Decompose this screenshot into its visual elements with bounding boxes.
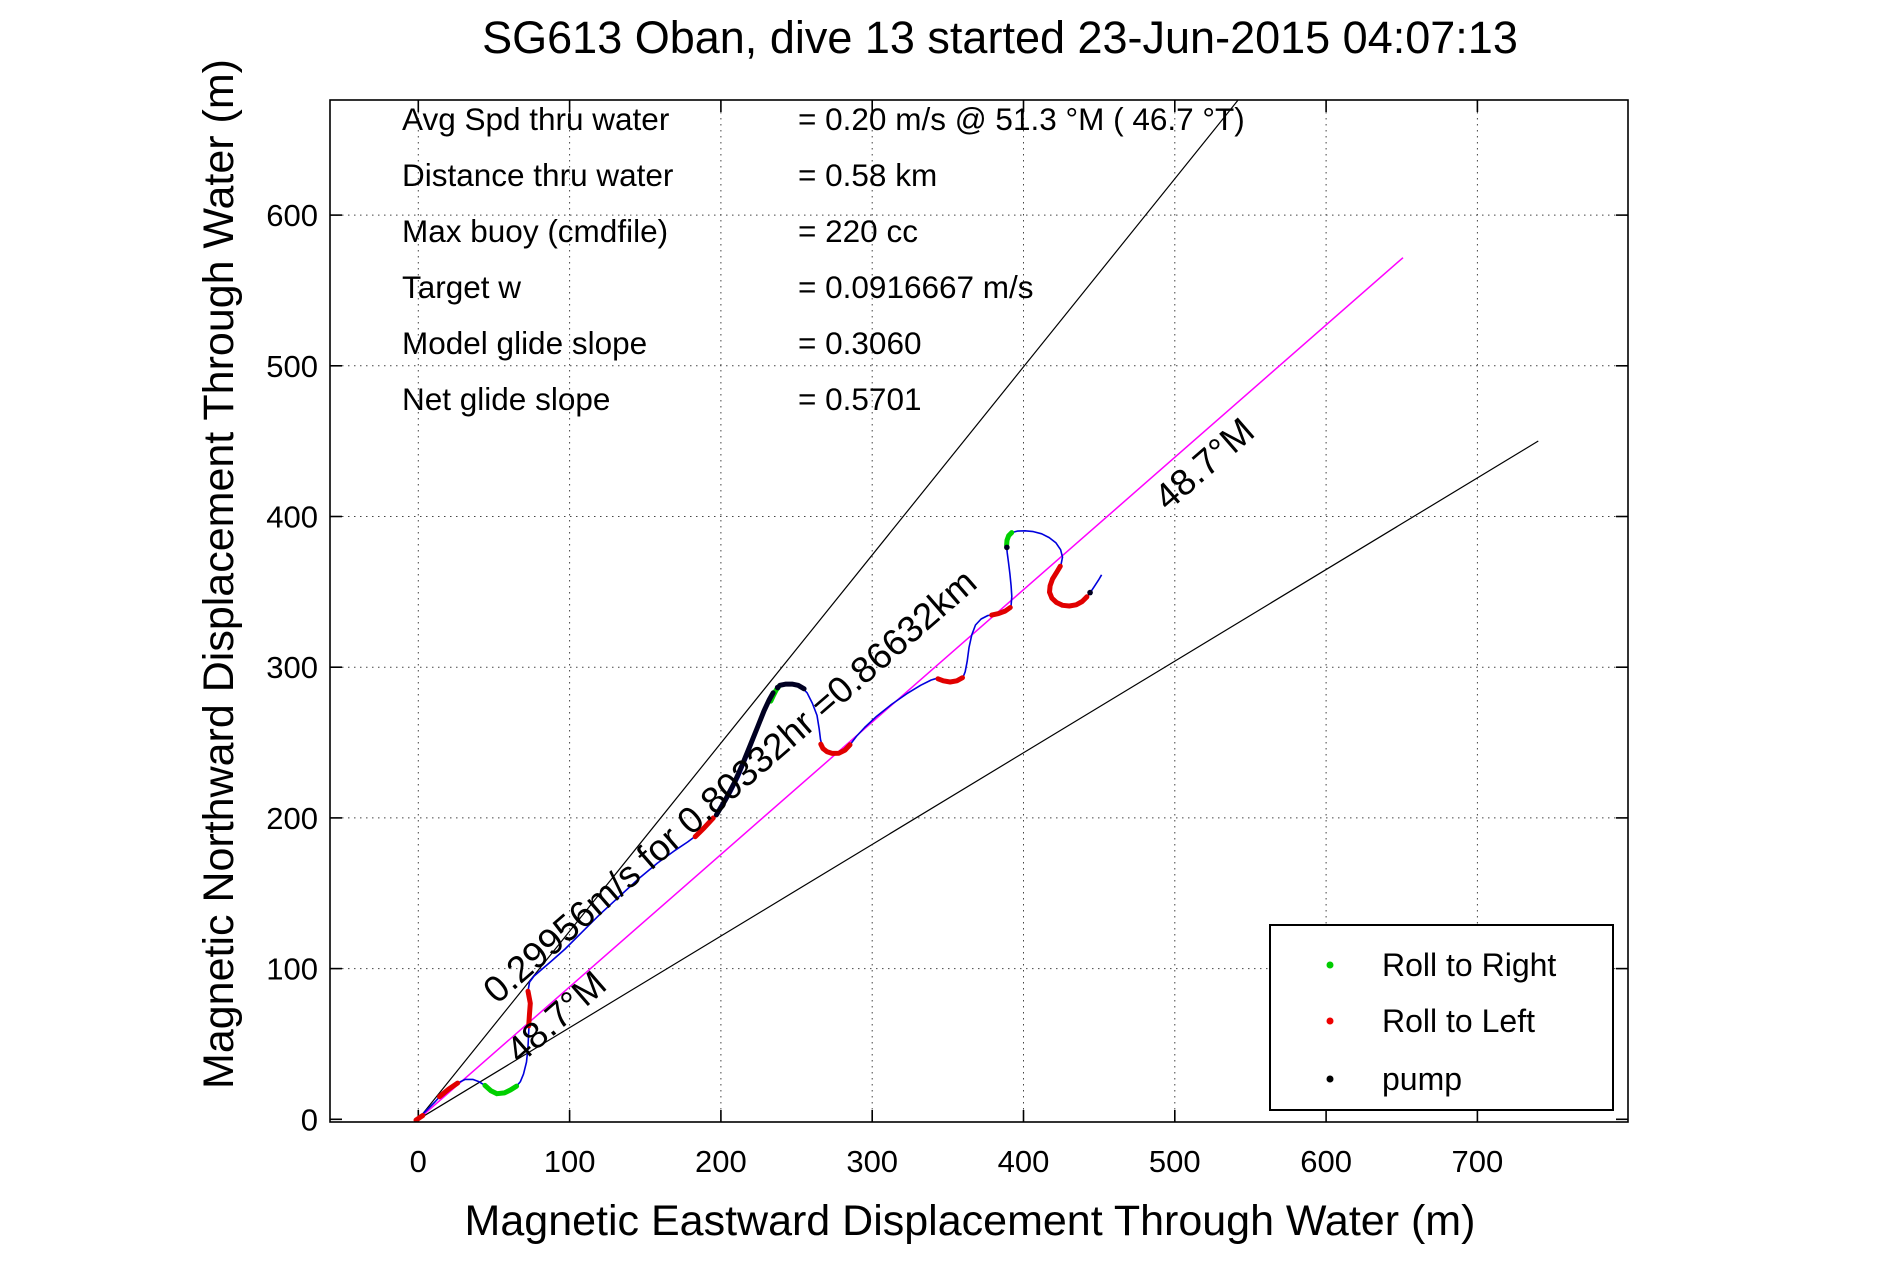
info-value-net-glide-slope: = 0.5701 [798,381,922,417]
legend-label-roll-to-left: Roll to Left [1382,1003,1535,1039]
y-tick-label-500: 500 [266,349,318,384]
legend-marker-roll-to-right [1326,961,1334,969]
legend-label-pump: pump [1382,1061,1462,1097]
overlay-roll-left-7 [1047,563,1090,609]
info-block: Avg Spd thru water = 0.20 m/s @ 51.3 °M … [402,101,1245,417]
x-tick-label-600: 600 [1300,1144,1352,1179]
pump-dot-0 [1004,544,1010,551]
fan-line-desired-course-48.7M [417,257,1404,1120]
bearing-annotation-upper: 48.7°M [1146,410,1262,518]
info-value-max-buoy: = 220 cc [798,213,918,249]
plot-title: SG613 Oban, dive 13 started 23-Jun-2015 … [482,12,1518,63]
legend-marker-roll-to-left [1326,1017,1334,1025]
x-tick-label-300: 300 [846,1144,898,1179]
info-value-avg-speed: = 0.20 m/s @ 51.3 °M ( 46.7 °T) [798,101,1245,137]
y-tick-label-200: 200 [266,801,318,836]
legend-marker-pump [1326,1075,1334,1083]
info-label-avg-speed: Avg Spd thru water [402,101,669,137]
x-tick-label-0: 0 [410,1144,427,1179]
x-tick-label-200: 200 [695,1144,747,1179]
fan-line-bearing-plus-10 [417,440,1539,1120]
y-tick-label-600: 600 [266,198,318,233]
info-label-model-glide-slope: Model glide slope [402,325,647,361]
legend: Roll to Right Roll to Left pump [1269,924,1614,1111]
pump-dot-2 [774,684,781,691]
x-axis-label: Magnetic Eastward Displacement Through W… [465,1197,1476,1245]
legend-label-roll-to-right: Roll to Right [1382,947,1556,983]
fan-line-bearing-minus-10 [417,100,1239,1120]
overlay-roll-left-0 [413,1113,426,1122]
overlay-roll-left-5 [935,675,965,685]
y-tick-label-0: 0 [301,1102,318,1137]
overlay-roll-left-6 [989,605,1013,618]
chart-layers: 0 100 200 300 400 500 600 700 0 100 200 300 400 500 60… [266,100,1628,1179]
x-tick-label-400: 400 [998,1144,1050,1179]
overlay-pump-11 [713,690,776,818]
overlay-roll-left-1 [437,1080,461,1100]
info-label-net-glide-slope: Net glide slope [402,381,610,417]
info-value-model-glide-slope: = 0.3060 [798,325,922,361]
x-tick-label-700: 700 [1452,1144,1504,1179]
overlay-roll-left-3 [692,815,716,840]
pump-dot-1 [1087,589,1093,596]
overlay-roll-right-8 [482,1082,520,1097]
overlay-pump-12 [777,681,807,692]
y-tick-label-100: 100 [266,952,318,987]
y-tick-label-400: 400 [266,500,318,535]
overlay-roll-right-10 [1004,530,1015,548]
data-region [413,100,1539,1122]
info-label-max-buoy: Max buoy (cmdfile) [402,213,668,249]
y-axis-label: Magnetic Northward Displacement Through … [195,59,243,1089]
overlay-roll-left-4 [818,741,853,756]
info-value-distance: = 0.58 km [798,157,937,193]
info-label-distance: Distance thru water [402,157,673,193]
plot-box [329,99,1629,1123]
speed-distance-annotation: 0.29956m/s for 0.80332hr =0.86632km [475,561,984,1011]
x-tick-label-500: 500 [1149,1144,1201,1179]
y-tick-label-300: 300 [266,650,318,685]
x-tick-label-100: 100 [544,1144,596,1179]
info-value-target-w: = 0.0916667 m/s [798,269,1034,305]
info-label-target-w: Target w [402,269,521,305]
overlay-roll-left-2 [525,988,533,1029]
